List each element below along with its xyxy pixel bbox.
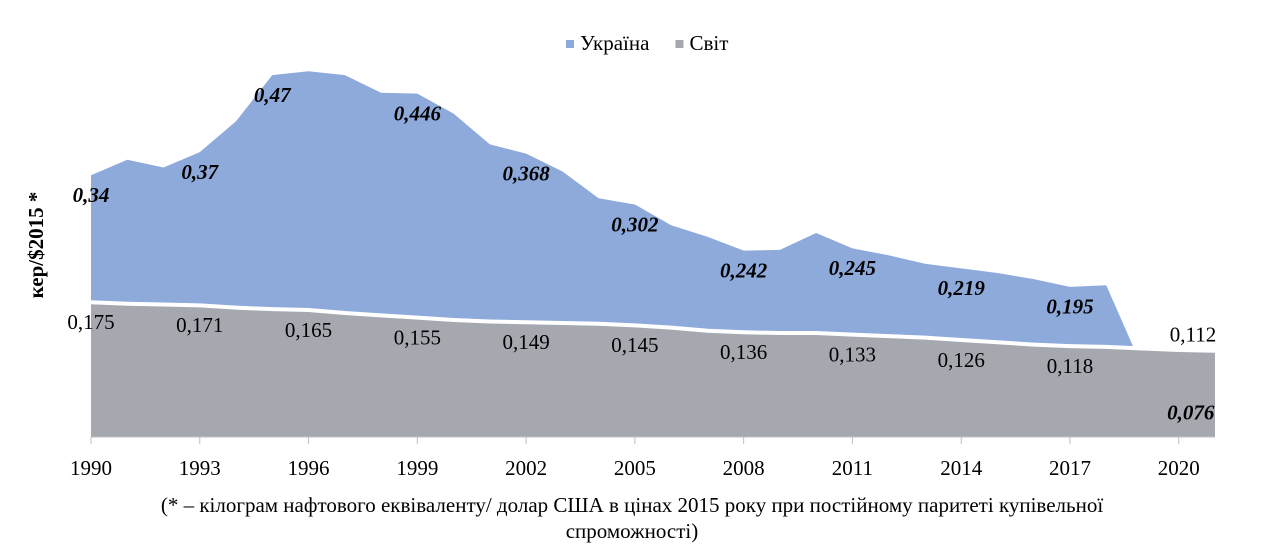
footnote: (* – кілограм нафтового еквіваленту/ дол… (161, 493, 1103, 517)
x-tick-label: 2002 (505, 456, 547, 480)
footnote: спроможності) (566, 519, 699, 543)
data-label: 0,175 (67, 310, 114, 334)
x-tick-label: 2017 (1049, 456, 1091, 480)
data-label: 0,165 (285, 318, 332, 342)
legend-label: Світ (689, 31, 728, 55)
data-label: 0,171 (176, 313, 223, 337)
data-label: 0,118 (1047, 354, 1093, 378)
data-label: 0,155 (394, 325, 441, 349)
x-tick-label: 1990 (70, 456, 112, 480)
data-label: 0,219 (938, 276, 986, 300)
y-axis-title: кер/$2015 * (24, 192, 48, 299)
area-edge (90, 300, 1216, 353)
legend-label: Україна (580, 31, 650, 55)
data-label: 0,446 (394, 101, 442, 125)
x-tick-label: 2008 (723, 456, 765, 480)
data-label: 0,112 (1170, 323, 1216, 347)
x-tick-label: 2014 (940, 456, 983, 480)
x-tick-label: 1999 (396, 456, 438, 480)
x-tick-label: 1996 (288, 456, 330, 480)
legend-swatch (675, 40, 684, 48)
x-tick-label: 2005 (614, 456, 656, 480)
data-label: 0,47 (254, 83, 292, 107)
data-label: 0,145 (611, 333, 658, 357)
data-label: 0,245 (829, 256, 876, 280)
x-tick-label: 1993 (179, 456, 221, 480)
data-label: 0,34 (73, 183, 110, 207)
data-label: 0,133 (829, 342, 876, 366)
data-label: 0,195 (1046, 295, 1093, 319)
data-label: 0,136 (720, 340, 767, 364)
area (91, 302, 1215, 437)
data-label: 0,126 (938, 348, 985, 372)
data-label: 0,076 (1167, 400, 1215, 424)
data-label: 0,242 (720, 258, 768, 282)
data-label: 0,149 (502, 330, 549, 354)
data-label: 0,368 (502, 161, 550, 185)
data-label: 0,302 (611, 212, 659, 236)
x-tick-label: 2020 (1158, 456, 1200, 480)
x-tick-label: 2011 (832, 456, 873, 480)
legend-swatch (566, 40, 574, 48)
data-label: 0,37 (181, 160, 219, 184)
